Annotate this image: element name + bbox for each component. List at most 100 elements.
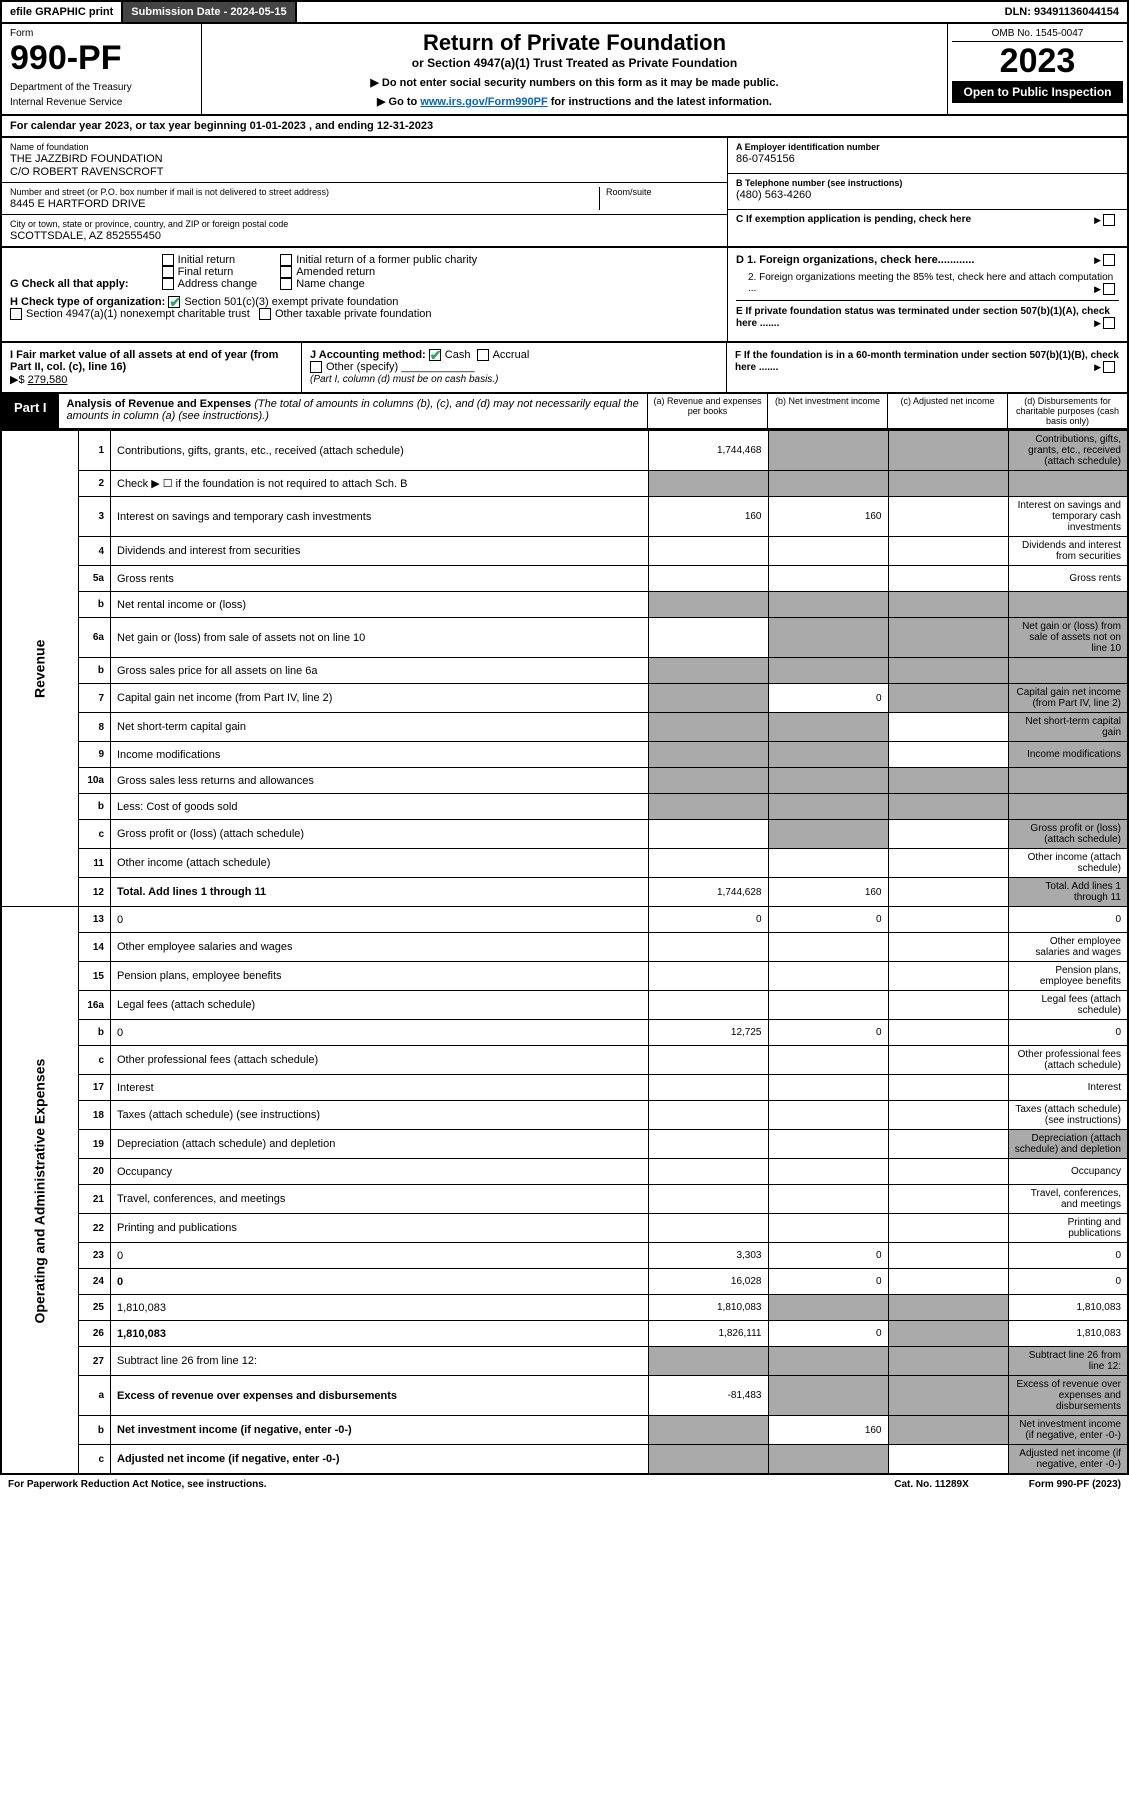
info-left: Name of foundation THE JAZZBIRD FOUNDATI… (2, 138, 727, 246)
row-number: b (79, 1416, 111, 1445)
cell-d: Printing and publications (1008, 1214, 1128, 1243)
row-number: b (79, 1020, 111, 1046)
cell-b (768, 849, 888, 878)
cell-a (648, 592, 768, 618)
c-checkbox[interactable] (1103, 214, 1115, 226)
table-row: cGross profit or (loss) (attach schedule… (1, 820, 1128, 849)
d1-checkbox[interactable] (1103, 254, 1115, 266)
cell-a (648, 849, 768, 878)
row-number: 23 (79, 1243, 111, 1269)
phone-label: B Telephone number (see instructions) (736, 178, 1119, 188)
cell-d: Pension plans, employee benefits (1008, 962, 1128, 991)
j-accrual-checkbox[interactable] (477, 349, 489, 361)
i-label: I Fair market value of all assets at end… (10, 349, 278, 373)
cell-b (768, 1159, 888, 1185)
table-row: 15Pension plans, employee benefitsPensio… (1, 962, 1128, 991)
foundation-name1: THE JAZZBIRD FOUNDATION (10, 153, 719, 165)
cell-a: 160 (648, 497, 768, 537)
cell-b (768, 1046, 888, 1075)
exemption-pending-cell: C If exemption application is pending, c… (728, 210, 1127, 246)
cell-b: 160 (768, 878, 888, 907)
row-number: 21 (79, 1185, 111, 1214)
row-number: 15 (79, 962, 111, 991)
address-cell: Number and street (or P.O. box number if… (2, 183, 727, 215)
h-4947-checkbox[interactable] (10, 308, 22, 320)
h-501c3-checkbox[interactable] (168, 296, 180, 308)
j-other: Other (specify) (326, 361, 398, 373)
g-initial-former-checkbox[interactable] (280, 254, 292, 266)
form-note1: ▶ Do not enter social security numbers o… (208, 76, 941, 89)
table-row: 16aLegal fees (attach schedule)Legal fee… (1, 991, 1128, 1020)
row-desc: Other professional fees (attach schedule… (111, 1046, 649, 1075)
cell-a: 3,303 (648, 1243, 768, 1269)
row-number: 8 (79, 713, 111, 742)
cy-mid: , and ending (306, 120, 377, 132)
row-desc: Interest (111, 1075, 649, 1101)
col-a-header: (a) Revenue and expenses per books (647, 394, 767, 428)
cell-c (888, 497, 1008, 537)
f-checkbox[interactable] (1103, 361, 1115, 373)
room-label: Room/suite (606, 187, 719, 197)
g-address-change-checkbox[interactable] (162, 278, 174, 290)
cell-a (648, 768, 768, 794)
cell-b (768, 820, 888, 849)
row-number: 1 (79, 431, 111, 471)
g-name-change-checkbox[interactable] (280, 278, 292, 290)
h-other-checkbox[interactable] (259, 308, 271, 320)
g-initial-return-checkbox[interactable] (162, 254, 174, 266)
d2-label: 2. Foreign organizations meeting the 85%… (748, 272, 1113, 294)
cell-d: 0 (1008, 907, 1128, 933)
row-desc: Subtract line 26 from line 12: (111, 1347, 649, 1376)
row-desc: Gross rents (111, 566, 649, 592)
cell-c (888, 1046, 1008, 1075)
row-desc: Dividends and interest from securities (111, 537, 649, 566)
row-number: 14 (79, 933, 111, 962)
footer: For Paperwork Reduction Act Notice, see … (0, 1475, 1129, 1494)
form990pf-link[interactable]: www.irs.gov/Form990PF (420, 96, 547, 108)
omb-number: OMB No. 1545-0047 (952, 28, 1123, 42)
cell-b (768, 1185, 888, 1214)
cell-c (888, 933, 1008, 962)
cell-d: Travel, conferences, and meetings (1008, 1185, 1128, 1214)
col-d-header: (d) Disbursements for charitable purpose… (1007, 394, 1127, 428)
table-row: 5aGross rentsGross rents (1, 566, 1128, 592)
header-left: Form 990-PF Department of the Treasury I… (2, 24, 202, 114)
row-desc: 0 (111, 1243, 649, 1269)
d2-checkbox[interactable] (1103, 283, 1115, 295)
cell-a (648, 1046, 768, 1075)
g-label: G Check all that apply: (10, 278, 129, 290)
cell-c (888, 684, 1008, 713)
cell-d: Interest on savings and temporary cash i… (1008, 497, 1128, 537)
table-row: 9Income modificationsIncome modification… (1, 742, 1128, 768)
table-row: 22Printing and publicationsPrinting and … (1, 1214, 1128, 1243)
cell-a (648, 713, 768, 742)
table-row: b012,72500 (1, 1020, 1128, 1046)
header-right: OMB No. 1545-0047 2023 Open to Public In… (947, 24, 1127, 114)
row-desc: Printing and publications (111, 1214, 649, 1243)
part1-columns: (a) Revenue and expenses per books (b) N… (647, 394, 1127, 428)
cell-b (768, 1295, 888, 1321)
cell-b (768, 1075, 888, 1101)
cell-c (888, 1243, 1008, 1269)
cell-a (648, 1075, 768, 1101)
open-public: Open to Public Inspection (952, 81, 1123, 103)
cell-d: Net gain or (loss) from sale of assets n… (1008, 618, 1128, 658)
e-checkbox[interactable] (1103, 317, 1115, 329)
foundation-name-cell: Name of foundation THE JAZZBIRD FOUNDATI… (2, 138, 727, 183)
j-other-checkbox[interactable] (310, 361, 322, 373)
col-b-header: (b) Net investment income (767, 394, 887, 428)
form-note2: ▶ Go to www.irs.gov/Form990PF for instru… (208, 95, 941, 108)
cell-a (648, 566, 768, 592)
h-501c3: Section 501(c)(3) exempt private foundat… (184, 296, 398, 308)
j-cash-checkbox[interactable] (429, 349, 441, 361)
submission-date: Submission Date - 2024-05-15 (123, 2, 296, 22)
row-desc: Excess of revenue over expenses and disb… (111, 1376, 649, 1416)
cy-end: 12-31-2023 (377, 120, 433, 132)
g-final-return-checkbox[interactable] (162, 266, 174, 278)
c-label: C If exemption application is pending, c… (736, 214, 971, 225)
cell-b (768, 768, 888, 794)
phone: (480) 563-4260 (736, 189, 1119, 201)
g-amended-checkbox[interactable] (280, 266, 292, 278)
cell-a: 1,744,468 (648, 431, 768, 471)
cell-b: 0 (768, 1269, 888, 1295)
